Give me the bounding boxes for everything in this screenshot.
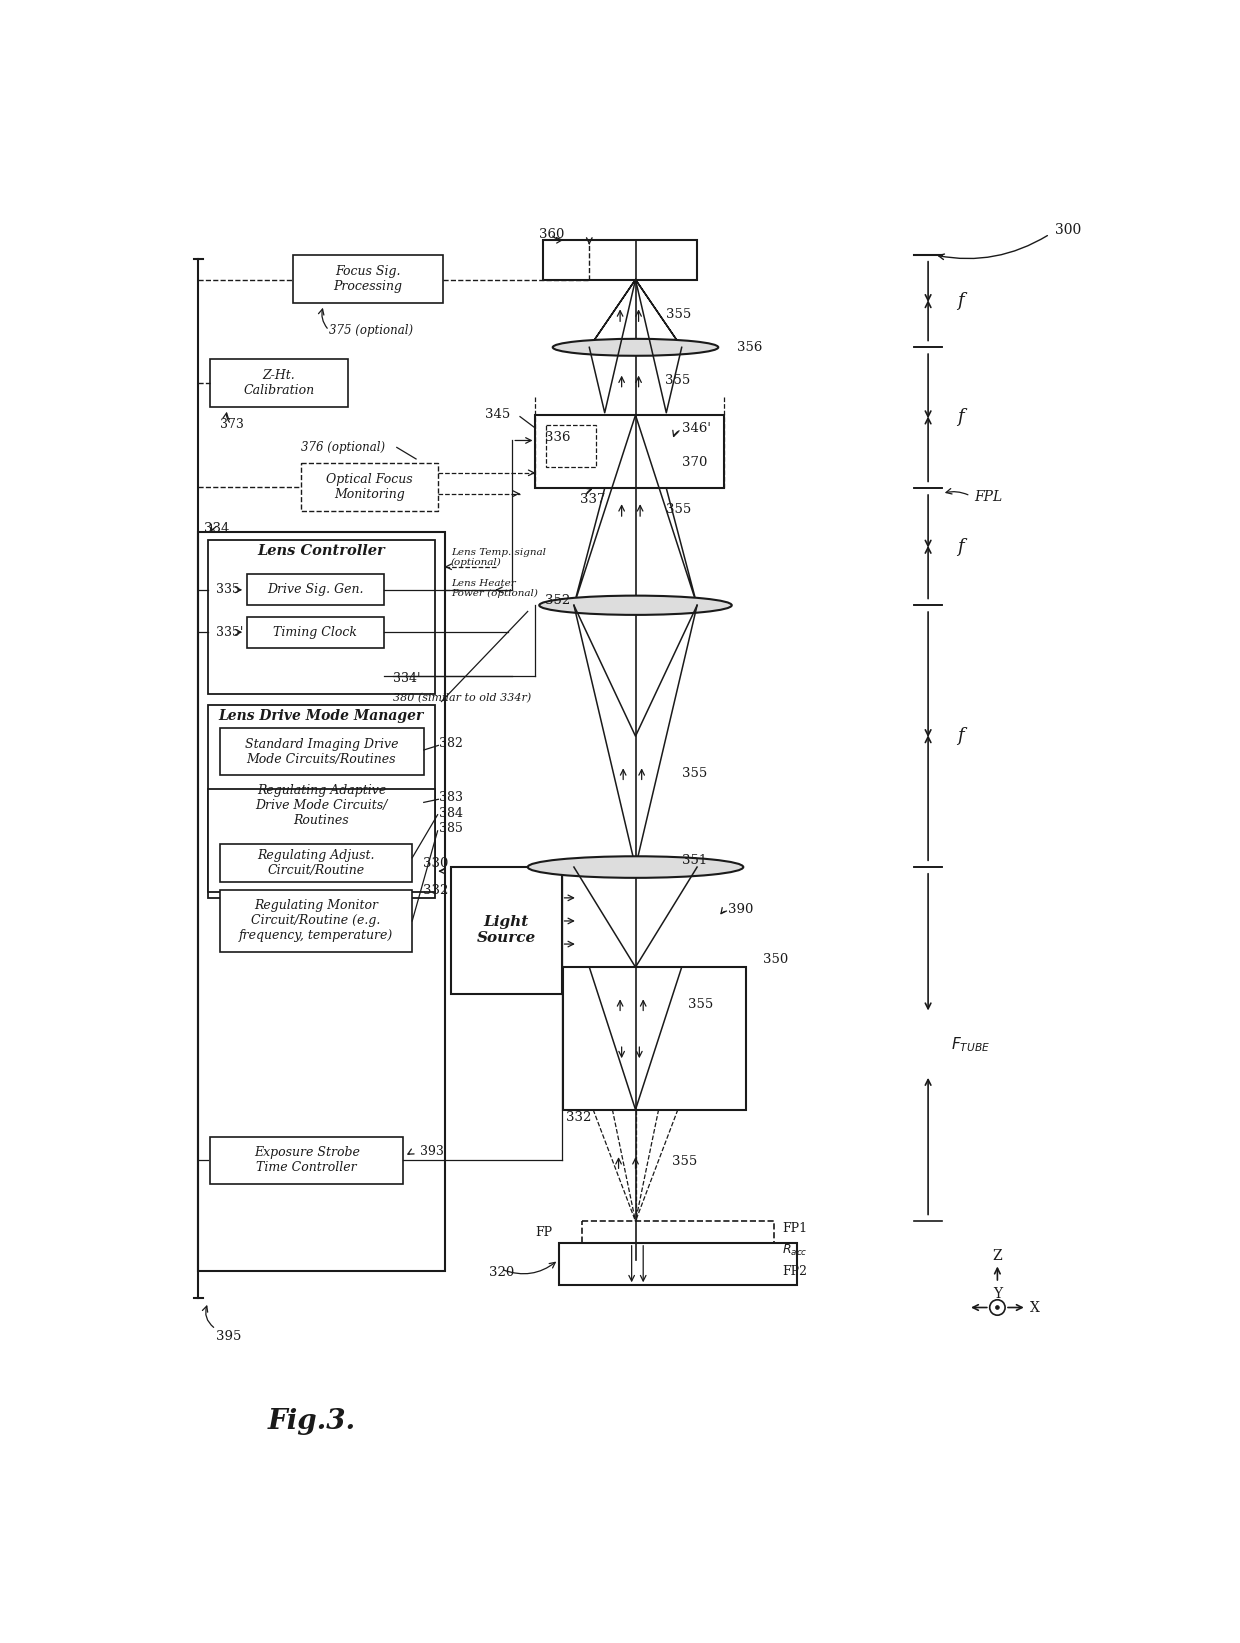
Text: 330: 330	[423, 858, 449, 871]
Text: Regulating Adaptive
Drive Mode Circuits/
Routines: Regulating Adaptive Drive Mode Circuits/…	[255, 784, 388, 826]
Text: 370: 370	[682, 457, 707, 470]
FancyBboxPatch shape	[543, 240, 697, 279]
Text: 382: 382	[439, 738, 463, 751]
Text: 335: 335	[216, 583, 239, 596]
Text: 332: 332	[567, 1111, 591, 1124]
Text: 345: 345	[485, 407, 511, 421]
Text: Lens Drive Mode Manager: Lens Drive Mode Manager	[218, 710, 424, 723]
Text: Light
Source: Light Source	[476, 915, 536, 945]
FancyBboxPatch shape	[450, 868, 563, 994]
Text: 332: 332	[423, 884, 449, 897]
Text: 356: 356	[737, 340, 763, 353]
Text: 355: 355	[682, 767, 707, 780]
Text: Regulating Monitor
Circuit/Routine (e.g.
frequency, temperature): Regulating Monitor Circuit/Routine (e.g.…	[239, 899, 393, 943]
Text: 355: 355	[672, 1155, 698, 1168]
Text: 383: 383	[439, 792, 464, 805]
Text: 360: 360	[539, 228, 564, 240]
Text: f: f	[957, 409, 963, 427]
Text: 373: 373	[219, 417, 243, 430]
Text: FPL: FPL	[975, 491, 1003, 504]
FancyBboxPatch shape	[536, 416, 724, 488]
Text: f: f	[957, 292, 963, 311]
Text: 355: 355	[666, 307, 692, 320]
Text: $R_{acc}$: $R_{acc}$	[781, 1244, 807, 1259]
Text: 335': 335'	[216, 626, 243, 639]
Text: 376 (optional): 376 (optional)	[300, 440, 384, 453]
Text: 334: 334	[205, 522, 229, 534]
Text: Fig.3.: Fig.3.	[268, 1408, 356, 1434]
Text: $F_{TUBE}$: $F_{TUBE}$	[951, 1035, 990, 1053]
Text: Z-Ht.
Calibration: Z-Ht. Calibration	[243, 368, 315, 396]
FancyBboxPatch shape	[293, 255, 443, 302]
Text: Drive Sig. Gen.: Drive Sig. Gen.	[267, 583, 363, 596]
FancyBboxPatch shape	[247, 575, 383, 605]
FancyBboxPatch shape	[211, 1137, 403, 1185]
FancyBboxPatch shape	[582, 1221, 774, 1242]
Text: 390: 390	[728, 904, 753, 915]
Text: 351: 351	[682, 854, 707, 868]
Text: 350: 350	[763, 953, 787, 966]
Text: 320: 320	[490, 1265, 515, 1278]
Text: Z: Z	[992, 1249, 1002, 1263]
FancyBboxPatch shape	[198, 532, 445, 1272]
Text: Standard Imaging Drive
Mode Circuits/Routines: Standard Imaging Drive Mode Circuits/Rou…	[244, 738, 398, 766]
Text: 355: 355	[666, 503, 692, 516]
FancyBboxPatch shape	[208, 789, 435, 892]
Text: 393: 393	[420, 1145, 444, 1158]
Text: 380 (similar to old 334r): 380 (similar to old 334r)	[393, 692, 531, 703]
Text: 385: 385	[439, 822, 463, 835]
Text: Timing Clock: Timing Clock	[273, 626, 357, 639]
Text: f: f	[957, 728, 963, 746]
Ellipse shape	[539, 596, 732, 614]
Text: Exposure Strobe
Time Controller: Exposure Strobe Time Controller	[254, 1147, 360, 1175]
Text: Lens Temp. signal
(optional): Lens Temp. signal (optional)	[450, 547, 546, 567]
Text: Lens Heater
Power (optional): Lens Heater Power (optional)	[450, 578, 538, 598]
FancyBboxPatch shape	[563, 968, 746, 1109]
Text: X: X	[1029, 1301, 1039, 1314]
Text: Regulating Adjust.
Circuit/Routine: Regulating Adjust. Circuit/Routine	[257, 849, 374, 877]
Text: Y: Y	[993, 1288, 1002, 1301]
Circle shape	[990, 1300, 1006, 1314]
FancyBboxPatch shape	[208, 705, 435, 897]
FancyBboxPatch shape	[211, 358, 347, 406]
Text: 337: 337	[580, 493, 605, 506]
Text: 300: 300	[1055, 222, 1081, 237]
Text: 355: 355	[665, 375, 689, 386]
Text: Lens Controller: Lens Controller	[258, 544, 386, 559]
Circle shape	[996, 1306, 999, 1309]
Text: 375 (optional): 375 (optional)	[329, 324, 413, 337]
Text: 336: 336	[546, 430, 570, 444]
FancyBboxPatch shape	[219, 728, 424, 774]
Text: 355: 355	[688, 997, 713, 1010]
Text: 384: 384	[439, 807, 464, 820]
Text: Optical Focus
Monitoring: Optical Focus Monitoring	[326, 473, 413, 501]
Text: Focus Sig.
Processing: Focus Sig. Processing	[334, 265, 402, 292]
Text: FP1: FP1	[781, 1222, 807, 1236]
Text: f: f	[957, 537, 963, 555]
Text: 334': 334'	[393, 672, 420, 685]
Text: 346': 346'	[682, 422, 711, 435]
FancyBboxPatch shape	[247, 616, 383, 647]
Text: FP2: FP2	[781, 1265, 807, 1278]
Ellipse shape	[553, 338, 718, 357]
FancyBboxPatch shape	[300, 463, 438, 511]
Text: 395: 395	[216, 1331, 242, 1344]
Text: 352: 352	[544, 595, 570, 608]
Ellipse shape	[528, 856, 743, 877]
FancyBboxPatch shape	[219, 845, 412, 882]
FancyBboxPatch shape	[219, 891, 412, 951]
FancyBboxPatch shape	[546, 426, 596, 467]
FancyBboxPatch shape	[208, 541, 435, 693]
Text: FP: FP	[536, 1226, 553, 1239]
FancyBboxPatch shape	[558, 1242, 797, 1285]
